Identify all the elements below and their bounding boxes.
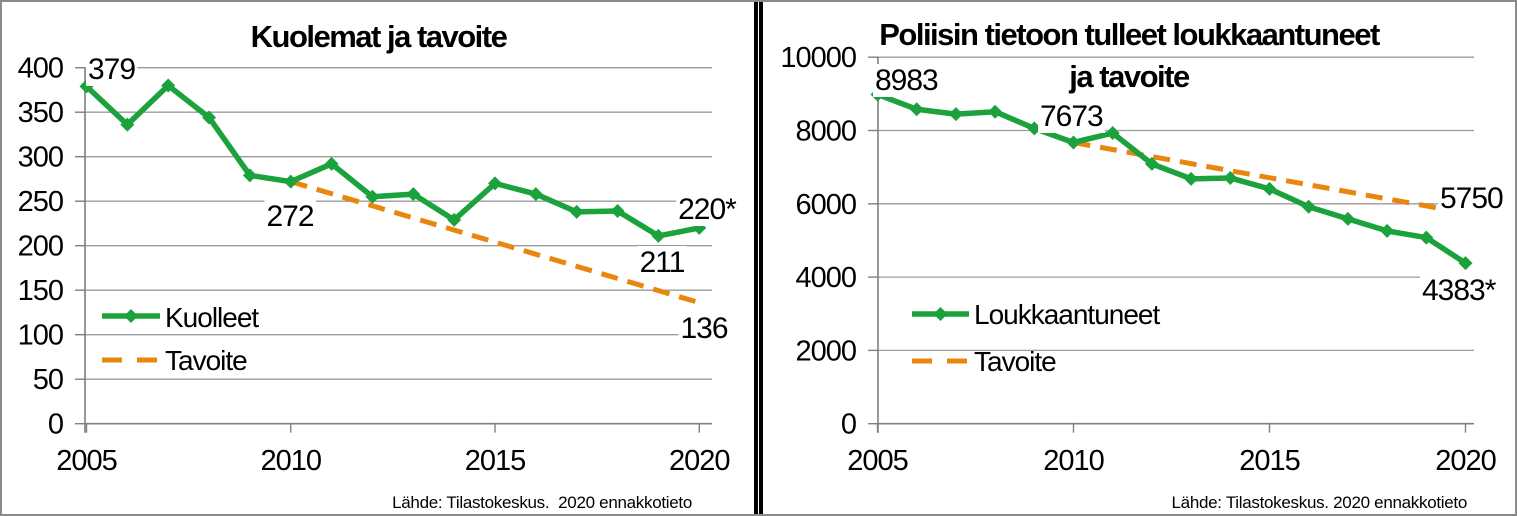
deaths-x-tick-label: 2005 xyxy=(56,445,117,477)
injuries-x-tick-label: 2015 xyxy=(1239,445,1300,477)
deaths-chart-panel: 0 50 100 150 200 250 300 350 400 2005 2010 2015 2020… xyxy=(2,2,755,514)
deaths-target-line xyxy=(290,179,700,306)
deaths-marker xyxy=(569,204,584,219)
deaths-marker xyxy=(324,156,339,171)
deaths-x-tick-label: 2015 xyxy=(465,445,526,477)
deaths-marker xyxy=(202,110,217,125)
deaths-marker xyxy=(120,117,135,132)
injuries-marker xyxy=(1144,156,1159,171)
deaths-marker xyxy=(242,168,257,183)
injuries-marker xyxy=(1027,121,1042,136)
injuries-marker xyxy=(948,107,963,122)
deaths-marker xyxy=(528,187,543,202)
deaths-marker xyxy=(365,189,380,204)
deaths-chart-plot: 0 50 100 150 200 250 300 350 400 2005 2010 2015 2020… xyxy=(18,53,740,477)
deaths-legend-series-marker xyxy=(124,309,138,323)
divider-highlight-line xyxy=(758,2,759,514)
deaths-y-tick-label: 0 xyxy=(48,409,63,441)
injuries-marker xyxy=(909,102,924,117)
injuries-series-line xyxy=(876,91,1467,266)
injuries-chart-plot: 0 2000 4000 6000 8000 10000 2005 2010 2015 2020 89… xyxy=(780,42,1506,477)
injuries-y-tick-label: 10000 xyxy=(780,42,856,74)
injuries-y-tick-label: 4000 xyxy=(795,262,856,294)
injuries-data-label-v2010: 7673 xyxy=(1040,100,1103,133)
deaths-marker xyxy=(610,203,625,218)
deaths-marker xyxy=(161,78,176,93)
panel-divider xyxy=(754,2,763,514)
deaths-marker xyxy=(447,212,462,227)
injuries-marker xyxy=(1105,126,1120,141)
deaths-x-tick-label: 2010 xyxy=(260,445,321,477)
injuries-y-tick-label: 0 xyxy=(841,409,856,441)
legend-label-tavoite-injuries: Tavoite xyxy=(974,346,1057,377)
injuries-marker xyxy=(1223,170,1238,185)
deaths-title-line1: Kuolemat ja tavoite xyxy=(250,19,508,54)
injuries-data-label-bg xyxy=(1038,100,1106,133)
deaths-data-label-v2019: 211 xyxy=(640,246,685,279)
deaths-data-label-bg xyxy=(86,53,138,86)
injuries-chart-title: Poliisin tietoon tulleet loukkaantuneet … xyxy=(759,14,1499,98)
deaths-x-tick-label: 2020 xyxy=(669,445,730,477)
injuries-source-note: Lähde: Tilastokeskus. 2020 ennakkotieto xyxy=(1171,493,1468,512)
deaths-series-line xyxy=(84,82,700,239)
injuries-marker xyxy=(1262,181,1277,196)
injuries-y-tick-label: 2000 xyxy=(795,335,856,367)
injuries-marker xyxy=(1184,171,1199,186)
deaths-data-label-target_end: 136 xyxy=(680,312,727,345)
injuries-marker xyxy=(1066,135,1081,150)
injuries-title-line2: ja tavoite xyxy=(1069,59,1190,94)
injuries-x-tick-label: 2020 xyxy=(1435,445,1496,477)
deaths-chart-title: Kuolemat ja tavoite xyxy=(2,16,755,57)
deaths-data-label-bg xyxy=(637,246,687,279)
injuries-x-tick-label: 2010 xyxy=(1043,445,1104,477)
injuries-chart-panel: 0 2000 4000 6000 8000 10000 2005 2010 2015 2020 89… xyxy=(759,2,1515,514)
injuries-data-label-bg xyxy=(1420,274,1499,307)
deaths-y-tick-label: 100 xyxy=(18,320,63,352)
legend-label-tavoite-deaths: Tavoite xyxy=(165,345,248,376)
injuries-data-label-target_end: 5750 xyxy=(1440,182,1503,215)
injuries-marker xyxy=(1340,211,1355,226)
legend-label-loukkaantuneet: Loukkaantuneet xyxy=(974,299,1160,330)
injuries-x-tick-label: 2005 xyxy=(847,445,908,477)
injuries-y-tick-label: 8000 xyxy=(795,116,856,148)
injuries-marker xyxy=(1458,256,1473,271)
deaths-data-label-bg xyxy=(264,200,316,233)
injuries-marker xyxy=(1419,230,1434,245)
injuries-marker xyxy=(1301,199,1316,214)
deaths-y-tick-label: 150 xyxy=(18,275,63,307)
deaths-y-tick-label: 350 xyxy=(18,97,63,129)
deaths-marker xyxy=(283,174,298,189)
deaths-y-tick-label: 50 xyxy=(33,364,63,396)
injuries-marker xyxy=(1380,223,1395,238)
deaths-data-label-v2010: 272 xyxy=(266,200,313,233)
injuries-marker xyxy=(988,104,1003,119)
deaths-y-tick-label: 200 xyxy=(18,231,63,263)
injuries-data-label-bg xyxy=(1438,182,1506,215)
deaths-data-label-v2020: 220* xyxy=(678,193,737,226)
injuries-y-tick-label: 6000 xyxy=(795,189,856,221)
deaths-y-tick-label: 400 xyxy=(18,53,63,85)
injuries-legend-series-marker xyxy=(933,307,948,321)
deaths-y-tick-label: 250 xyxy=(18,186,63,218)
deaths-data-label-v2005: 379 xyxy=(88,53,135,86)
deaths-marker xyxy=(651,228,666,243)
legend-label-kuolleet: Kuolleet xyxy=(165,302,259,333)
deaths-data-label-bg xyxy=(676,193,740,226)
deaths-data-label-bg xyxy=(678,312,730,345)
deaths-source-note: Lähde: Tilastokeskus. 2020 ennakkotieto xyxy=(392,493,692,512)
deaths-y-tick-label: 300 xyxy=(18,142,63,174)
deaths-marker xyxy=(406,187,421,202)
injuries-data-label-v2020: 4383* xyxy=(1422,274,1497,307)
injuries-title-line1: Poliisin tietoon tulleet loukkaantuneet xyxy=(879,17,1380,52)
injuries-data-label-v2005: 8983 xyxy=(875,64,938,97)
injuries-target-line xyxy=(1073,140,1466,216)
injuries-data-label-bg xyxy=(873,64,941,97)
deaths-marker xyxy=(488,176,502,191)
